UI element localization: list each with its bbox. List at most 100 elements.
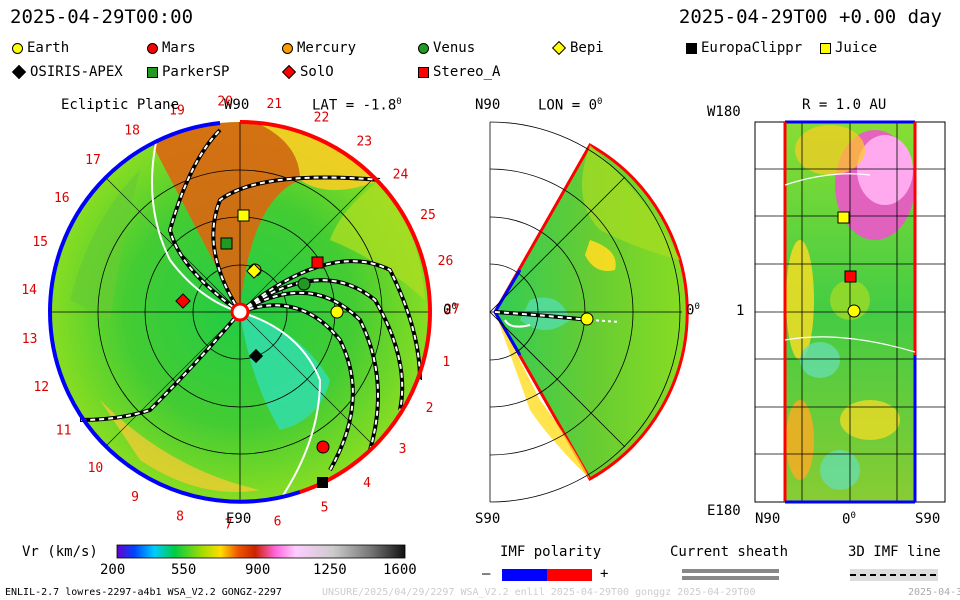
meridional-n-label: N90 [475,97,501,113]
imf-line-swatch [850,569,938,581]
left-timestamp: 2025-04-29T00:00 [10,6,194,28]
legend-item-mars: Mars [147,40,196,56]
hour-label-1: 1 [442,355,450,370]
meridional-plane [489,121,689,503]
legend-item-stereo-a: Stereo_A [418,64,500,80]
radial-x-label-0: 00 [842,511,856,528]
ecliptic-polarity-positive [239,120,433,494]
legend-label-bepi: Bepi [570,40,604,56]
juice-marker [237,209,250,222]
parkersp-marker [220,237,233,250]
hour-label-13: 13 [22,332,38,347]
juice-radial-marker [837,211,850,224]
imf-plus-label: + [600,566,609,582]
hour-label-16: 16 [54,191,70,206]
ecliptic-polarity-negative [47,121,301,504]
legend-label-solo: SolO [300,64,334,80]
hour-label-21: 21 [266,97,282,112]
stereo-a-marker [311,256,324,269]
hour-label-14: 14 [21,283,37,298]
model-footer: ENLIL-2.7 lowres-2297-a4b1 WSA_V2.2 GONG… [5,587,282,598]
radial-w-label: W180 [707,104,741,120]
hour-label-6: 6 [274,515,282,530]
hour-label-4: 4 [363,476,371,491]
legend-item-mercury: Mercury [282,40,356,56]
mars-marker [316,440,330,454]
europaclipper-marker [317,477,328,488]
colorbar-tick-1600: 1600 [383,562,417,578]
right-timestamp: 2025-04-29T00 +0.00 day [678,6,942,28]
colorbar-tick-1250: 1250 [313,562,347,578]
hour-label-3: 3 [399,442,407,457]
legend-marker-mars [147,42,158,54]
meridional-right-label: 00 [686,302,700,319]
imf-negative-swatch [502,569,547,581]
legend-item-earth: Earth [12,40,69,56]
hour-label-19: 19 [169,104,185,119]
legend-marker-earth [12,42,23,54]
legend-label-mercury: Mercury [297,40,357,56]
legend-item-juice: Juice [820,40,877,56]
faint-footer: UNSURE/2025/04/29/2297 WSA_V2.2 enlil 20… [322,587,756,598]
solo-marker [175,293,191,309]
hour-label-10: 10 [88,461,104,476]
radial-e-label: E180 [707,503,741,519]
current-sheath-swatch [682,569,779,580]
earth-marker [330,305,344,319]
legend-label-stereo-a: Stereo_A [433,64,501,80]
legend-marker-venus [418,42,429,54]
ecliptic-bottom-label: E90 [226,511,252,527]
legend-item-europaclippr: EuropaClippr [686,40,802,56]
ecliptic-right-label: 00 [443,302,457,319]
hour-label-26: 26 [438,254,454,269]
legend-label-mars: Mars [162,40,196,56]
hour-label-20: 20 [217,95,233,110]
velocity-colorbar [116,544,406,559]
radial-x-label-n90: N90 [755,511,781,527]
hour-label-7: 7 [225,518,233,533]
colorbar-label: Vr (km/s) [22,544,98,560]
bepi-marker [246,263,262,279]
radial-x-label-s90: S90 [915,511,941,527]
ecliptic-title: Ecliptic Plane [61,97,180,113]
venus-marker [297,277,311,291]
legend-marker-juice [820,42,831,54]
legend-item-bepi: Bepi [551,40,604,56]
ecliptic-top-label: W90 [224,97,250,113]
imf-minus-label: – [482,566,491,582]
legend-item-parkersp: ParkerSP [147,64,229,80]
legend-marker-parkersp [147,66,158,78]
stereo-a-radial-marker [844,270,857,283]
colorbar-tick-200: 200 [100,562,126,578]
legend-label-earth: Earth [27,40,70,56]
hour-label-9: 9 [131,490,139,505]
colorbar-tick-550: 550 [171,562,197,578]
legend-marker-europaclippr [686,42,697,54]
current-sheath-label: Current sheath [670,544,789,560]
earth-radial-marker [847,304,861,318]
imf-3d-line-label: 3D IMF line [848,544,941,560]
hour-label-2: 2 [426,401,434,416]
legend-item-osiris-apex: OSIRIS-APEX [11,64,123,80]
hour-label-23: 23 [356,134,372,149]
hour-label-12: 12 [33,380,49,395]
legend-label-venus: Venus [433,40,476,56]
radius-label: R = 1.0 AU [802,97,887,113]
osiris-apex-marker [248,348,264,364]
radial-mid-label: 1 [736,303,745,319]
hour-label-5: 5 [321,500,329,515]
hour-label-18: 18 [124,124,140,139]
legend-item-solo: SolO [281,64,334,80]
earth-meridional-marker [580,312,594,326]
legend-marker-mercury [282,42,293,54]
imf-polarity-label: IMF polarity [500,544,602,560]
hour-label-27: 27 [444,303,460,318]
hour-label-11: 11 [56,424,72,439]
radial-map [754,120,946,504]
meridional-s-label: S90 [475,511,501,527]
hour-label-15: 15 [32,235,48,250]
hour-label-25: 25 [420,208,436,223]
legend-label-juice: Juice [835,40,878,56]
